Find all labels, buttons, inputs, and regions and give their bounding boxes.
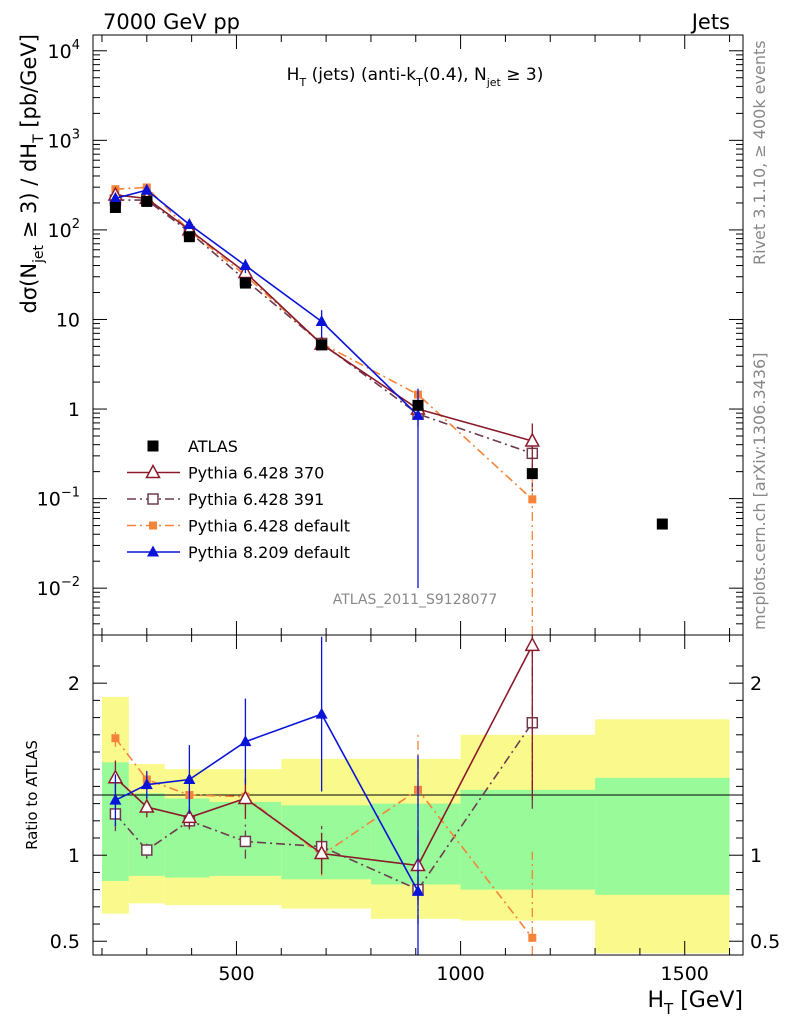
main-point-atlas (412, 399, 424, 411)
legend-marker-pythia-6-428-391 (147, 493, 159, 505)
main-y-tick-label: 1 (68, 399, 80, 421)
ratio-band-inner (370, 803, 461, 885)
main-series-atlas (109, 195, 668, 530)
main-point-pythia-8-209-default (109, 191, 122, 203)
main-point-atlas (656, 518, 668, 530)
main-line-pythia-8-209-default (115, 189, 419, 416)
main-point-pythia-6-428-default (528, 495, 537, 504)
ratio-point-pythia-8-209-default (315, 707, 328, 719)
ratio-y-tick-label-right: 0.5 (750, 931, 780, 953)
main-point-pythia-8-209-default (183, 217, 196, 229)
main-y-tick-label: 104 (48, 38, 80, 63)
legend-label-pythia-6-428-391: Pythia 6.428 391 (188, 490, 324, 509)
ratio-point-pythia-8-209-default (412, 884, 424, 896)
y-axis-label-ratio: Ratio to ATLAS (23, 740, 41, 850)
main-line-pythia-6-428-391 (115, 199, 533, 455)
main-point-pythia-8-209-default (412, 408, 424, 420)
y-axis-label-main: dσ(Njet ≥ 3) / dHT [pb/GeV] (17, 34, 47, 314)
ratio-point-pythia-6-428-370 (139, 798, 155, 813)
ratio-point-pythia-6-428-370 (237, 789, 254, 805)
ratio-point-pythia-6-428-370 (313, 844, 330, 860)
ratio-series-pythia-8-209-default (109, 636, 424, 955)
main-panel: 10−2 10−1 1 10 102 103 104 HT (jets) (anti-kT(… (17, 34, 744, 636)
main-point-atlas (239, 277, 251, 289)
main-series-layer (107, 183, 668, 635)
main-series-pythia-6-428-370 (107, 186, 541, 474)
legend-label-atlas: ATLAS (188, 437, 238, 456)
legend-label-pythia-6-428-default: Pythia 6.428 default (188, 517, 350, 536)
legend-marker-atlas (147, 440, 159, 452)
ratio-series-layer (107, 635, 541, 955)
ratio-point-pythia-8-209-default (239, 735, 252, 747)
ratio-point-pythia-6-428-391 (239, 835, 252, 848)
ratio-frame (92, 634, 744, 956)
main-point-pythia-8-209-default (140, 183, 153, 195)
main-point-pythia-6-428-370 (524, 432, 541, 447)
main-point-atlas (316, 339, 328, 351)
chart-title: HT (jets) (anti-kT(0.4), Njet ≥ 3) (287, 65, 544, 89)
x-axis-label: HT [GeV] (647, 988, 743, 1018)
legend-label-pythia-8-209-default: Pythia 8.209 default (188, 543, 350, 562)
main-ticks: 10−2 10−1 1 10 102 103 104 (37, 35, 743, 636)
ratio-point-pythia-8-209-default (183, 773, 196, 785)
legend-marker-pythia-8-209-default (147, 545, 159, 557)
legend-marker-pythia-6-428-default (149, 521, 157, 530)
ratio-point-pythia-6-428-default (528, 933, 537, 942)
ratio-point-pythia-6-428-370 (524, 636, 541, 652)
legend-label-pythia-6-428-370: Pythia 6.428 370 (188, 464, 324, 483)
rivet-version-label: Rivet 3.1.10, ≥ 400k events (750, 40, 769, 265)
ratio-point-pythia-6-428-391 (141, 844, 153, 856)
main-point-atlas (183, 231, 195, 243)
main-point-atlas (109, 201, 121, 213)
main-line-pythia-6-428-370 (115, 194, 533, 442)
mcplots-label: mcplots.cern.ch [arXiv:1306.3436] (750, 353, 769, 630)
ratio-band-inner (164, 798, 210, 878)
main-point-pythia-8-209-default (239, 259, 252, 271)
ratio-line-pythia-8-209-default (115, 713, 419, 892)
analysis-watermark: ATLAS_2011_S9128077 (333, 592, 498, 608)
main-y-tick-label: 103 (48, 127, 80, 152)
x-tick-label: 1000 (436, 963, 484, 985)
ratio-y-tick-label-left: 1 (68, 845, 80, 867)
energy-label: 7000 GeV pp (103, 10, 240, 34)
ratio-point-pythia-8-209-default (140, 778, 153, 790)
main-point-atlas (526, 468, 538, 480)
main-y-tick-label: 10 (56, 309, 80, 331)
ratio-band-inner (460, 789, 596, 890)
main-y-tick-label: 10−2 (37, 575, 80, 600)
x-tick-label: 500 (218, 963, 254, 985)
category-label: Jets (690, 10, 730, 34)
legend: ATLAS Pythia 6.428 370 Pythia 6.428 391 Pyt… (127, 437, 350, 562)
ratio-y-tick-label-left: 0.5 (50, 931, 80, 953)
x-tick-label: 1500 (661, 963, 709, 985)
main-point-pythia-8-209-default (315, 314, 328, 326)
main-y-tick-label: 102 (48, 217, 80, 242)
ratio-band-inner (595, 777, 730, 895)
ratio-point-pythia-6-428-default (111, 734, 120, 743)
ratio-panel: 0.5 0.5 1 1 2 2 500 1000 1500 Ratio to ATLAS HT … (23, 634, 780, 1018)
ratio-point-pythia-6-428-370 (181, 808, 198, 824)
ratio-y-tick-label-right: 1 (750, 845, 762, 867)
main-point-atlas (141, 195, 153, 207)
main-series-pythia-8-209-default (109, 183, 424, 589)
main-series-pythia-6-428-default (111, 183, 537, 635)
ratio-ticks: 0.5 0.5 1 1 2 2 500 1000 1500 (50, 635, 780, 985)
ratio-point-pythia-8-209-default (109, 793, 122, 805)
legend-marker-pythia-6-428-370 (145, 463, 161, 479)
main-y-tick-label: 10−1 (37, 486, 80, 511)
ratio-y-tick-label-left: 2 (68, 673, 80, 695)
ratio-bands (101, 696, 730, 954)
ratio-y-tick-label-right: 2 (750, 673, 762, 695)
